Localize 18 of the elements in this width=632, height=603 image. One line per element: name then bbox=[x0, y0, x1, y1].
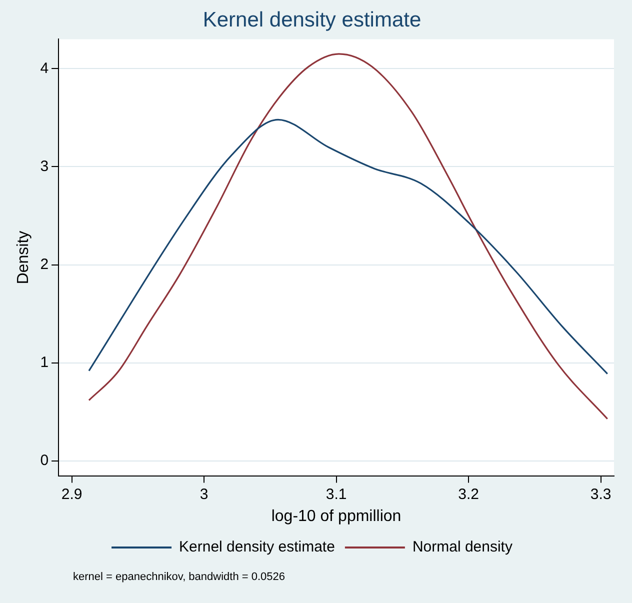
x-tick-label: 3.1 bbox=[326, 486, 347, 503]
y-tick-label: 0 bbox=[40, 452, 49, 470]
text: kernel = epanechnikov, bandwidth = 0.0526 bbox=[73, 571, 286, 583]
y-tick-label: 4 bbox=[40, 60, 49, 77]
y-axis-title: Density bbox=[15, 230, 32, 284]
line-series bbox=[88, 53, 608, 420]
x-tick-label: 3.2 bbox=[458, 486, 479, 503]
y-tick-label: 3 bbox=[40, 158, 49, 175]
y-tick-label: 1 bbox=[40, 354, 49, 372]
legend-label: Normal density bbox=[412, 538, 513, 556]
x-tick-label: 3 bbox=[200, 486, 208, 503]
legend-label: Kernel density estimate bbox=[179, 538, 335, 556]
chart-title: Kernel density estimate bbox=[202, 8, 422, 32]
x-axis-title: log-10 of ppmillion bbox=[271, 508, 402, 525]
y-tick-label: 2 bbox=[40, 256, 49, 273]
x-tick-label: 3.3 bbox=[590, 486, 612, 503]
line-series bbox=[88, 118, 608, 375]
x-tick-label: 2.9 bbox=[61, 486, 82, 503]
